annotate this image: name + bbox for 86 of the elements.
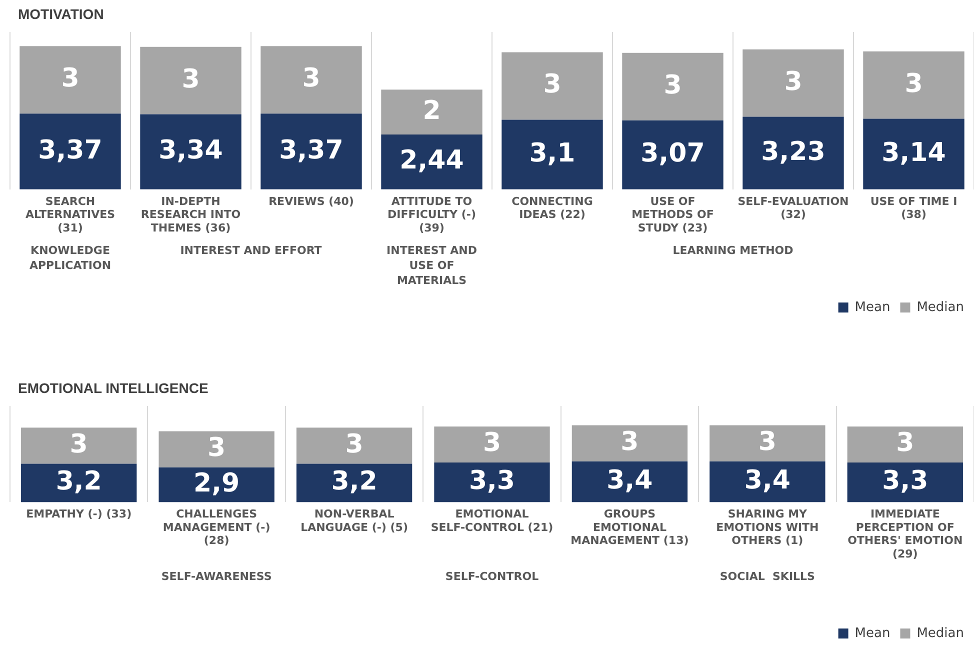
data-label: 3,3: [468, 466, 516, 496]
text: SELF-CONTROL: [445, 570, 539, 583]
bar: [622, 52, 724, 120]
data-label: 3,3: [882, 466, 928, 496]
text: SELF-AWARENESS: [161, 570, 272, 583]
data-label: 3: [70, 429, 88, 460]
data-label: 2,44: [400, 146, 464, 176]
bar: [140, 46, 242, 114]
bar: [742, 116, 844, 190]
bar: [622, 120, 724, 190]
data-label: 3,4: [744, 466, 790, 496]
data-label: 3: [345, 429, 364, 460]
bar: [260, 114, 362, 190]
data-label: 3: [182, 64, 200, 94]
data-label: 3,2: [56, 466, 102, 497]
bar: [20, 114, 121, 190]
bar: [710, 425, 826, 462]
data-label: 3: [482, 428, 502, 458]
bar: [572, 461, 688, 502]
x-tick-label: CONNECTING IDEAS (22): [512, 194, 593, 222]
data-label: 3,4: [606, 466, 653, 496]
chart-title: MOTIVATION: [17, 5, 105, 24]
x-tick-label: SHARING MY EMOTIONS WITH OTHERS (1): [716, 508, 819, 548]
data-label: 3,07: [640, 138, 705, 169]
data-label: 3,1: [529, 138, 576, 168]
text: KNOWLEDGE APPLICATION: [29, 244, 112, 272]
data-label: 3: [620, 427, 639, 458]
bar: [847, 426, 963, 463]
data-label: 3,23: [761, 136, 826, 167]
legend-label: Mean: [854, 300, 890, 315]
x-tick-label: IMMEDIATE PERCEPTION OF OTHERS' EMOTION (29): [848, 508, 963, 560]
x-tick-label: SELF-EVALUATION (32): [738, 194, 849, 222]
text: SOCIAL SKILLS: [720, 570, 816, 583]
bar: [502, 52, 603, 120]
data-label: 3: [302, 64, 320, 94]
data-label: 3,14: [882, 138, 946, 168]
text: LEARNING METHOD: [672, 244, 794, 257]
bar: [742, 49, 844, 117]
data-label: 3: [896, 428, 914, 458]
bar: [20, 46, 121, 114]
legend-label: Median: [916, 300, 964, 315]
bar: [381, 90, 482, 135]
legend-label: Median: [916, 626, 964, 641]
data-label: 3: [758, 427, 776, 458]
x-tick-label: REVIEWS (40): [268, 194, 354, 208]
bar: [296, 428, 412, 464]
data-label: 3: [61, 64, 80, 94]
x-tick-label: SEARCH ALTERNATIVES (31): [25, 194, 116, 234]
data-label: 3: [664, 70, 682, 100]
bar: [296, 464, 412, 502]
data-label: 3,2: [331, 466, 378, 497]
x-tick-label: EMPATHY (-) (33): [26, 508, 132, 521]
data-label: 3,37: [38, 135, 102, 166]
data-label: 2: [422, 96, 441, 126]
x-tick-label: USE OF TIME I (38): [870, 194, 958, 222]
text: INTEREST AND USE OF MATERIALS: [386, 244, 477, 287]
x-tick-label: USE OF METHODS OF STUDY (23): [632, 194, 714, 234]
bar: [847, 462, 963, 502]
data-label: 2,9: [194, 468, 240, 499]
bar: [502, 120, 603, 190]
x-tick-label: GROUPS EMOTIONAL MANAGEMENT (13): [570, 508, 689, 548]
bar: [158, 431, 274, 468]
x-tick-label: IN-DEPTH RESEARCH INTO THEMES (36): [140, 194, 241, 234]
bar: [260, 46, 362, 114]
bar: [434, 426, 550, 463]
x-tick-label: EMOTIONAL SELF-CONTROL (21): [430, 508, 554, 534]
bar: [863, 118, 964, 190]
data-label: 3: [208, 433, 226, 464]
data-label: 3: [543, 70, 562, 100]
data-label: 3: [904, 68, 923, 99]
data-label: 3: [784, 66, 802, 97]
data-label: 3,34: [158, 136, 223, 166]
bar: [710, 461, 826, 502]
bar: [21, 464, 137, 502]
legend-label: Mean: [854, 626, 890, 641]
text: INTEREST AND EFFORT: [180, 244, 322, 257]
bar: [863, 51, 964, 119]
chart-title: EMOTIONAL INTELLIGENCE: [17, 379, 210, 398]
bar: [434, 462, 550, 502]
bar: [572, 425, 688, 462]
x-tick-label: CHALLENGES MANAGEMENT (-) (28): [162, 508, 270, 548]
data-label: 3,37: [279, 135, 344, 166]
x-tick-label: NON-VERBAL LANGUAGE (-) (5): [300, 508, 408, 534]
bar: [21, 428, 137, 464]
x-tick-label: ATTITUDE TO DIFFICULTY (-) (39): [388, 194, 476, 234]
bar: [140, 114, 242, 190]
